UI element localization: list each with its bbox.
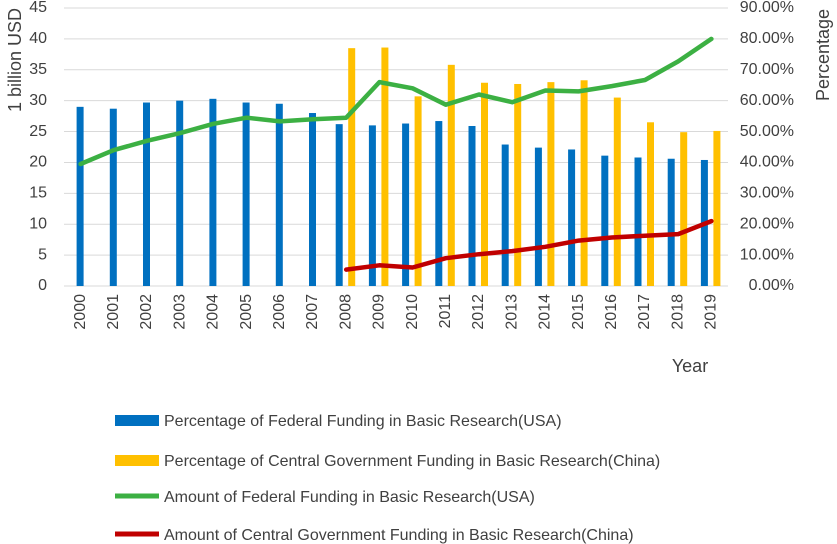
right-tick-label: 30.00%	[740, 185, 794, 202]
bar-china-percentage	[447, 64, 455, 286]
bar-usa-percentage	[435, 121, 443, 286]
bar-usa-percentage	[309, 113, 316, 287]
bar-china-percentage	[414, 96, 422, 286]
x-tick-label: 2018	[669, 294, 686, 330]
left-axis-title: 1 billion USD	[5, 8, 25, 112]
legend-label-china-amount: Amount of Central Government Funding in …	[164, 527, 634, 544]
bar-usa-percentage	[335, 124, 343, 287]
bar-usa-percentage	[368, 125, 376, 286]
left-tick-label: 30	[29, 92, 47, 109]
bar-china-percentage	[680, 132, 688, 286]
bar-china-percentage	[613, 97, 621, 286]
legend-swatch-usa-percentage	[115, 415, 159, 426]
left-tick-label: 20	[29, 154, 47, 171]
bar-china-percentage	[514, 83, 522, 286]
left-tick-label: 0	[38, 277, 47, 294]
right-tick-label: 40.00%	[740, 154, 794, 171]
x-tick-label: 2002	[138, 294, 155, 330]
bar-usa-percentage	[176, 100, 184, 287]
x-tick-label: 2011	[437, 294, 454, 329]
x-tick-label: 2009	[371, 294, 388, 330]
x-tick-label: 2000	[72, 294, 89, 330]
right-tick-label: 70.00%	[740, 61, 794, 78]
x-tick-label: 2012	[470, 294, 487, 330]
legend: Percentage of Federal Funding in Basic R…	[115, 413, 660, 544]
x-tick-label: 2010	[404, 294, 421, 330]
bar-china-percentage	[580, 80, 588, 286]
right-tick-label: 20.00%	[740, 215, 794, 232]
right-tick-label: 80.00%	[740, 30, 794, 47]
right-axis-title: Percentage	[813, 9, 833, 101]
x-tick-label: 2014	[537, 294, 554, 330]
bar-china-percentage	[647, 122, 654, 287]
left-tick-label: 5	[38, 246, 47, 263]
bar-usa-percentage	[275, 103, 283, 286]
legend-label-china-percentage: Percentage of Central Government Funding…	[164, 453, 660, 470]
bar-china-percentage	[547, 82, 555, 286]
x-axis: 2000 2001 2002 2003 2004 2005 2006 2007 2008 2009…	[72, 294, 720, 330]
bar-usa-percentage	[667, 158, 675, 286]
bar-usa-percentage	[242, 102, 250, 287]
left-tick-label: 40	[29, 30, 47, 47]
right-tick-label: 60.00%	[740, 92, 794, 109]
x-tick-label: 2017	[636, 294, 653, 330]
legend-label-usa-amount: Amount of Federal Funding in Basic Resea…	[164, 489, 535, 506]
line-usa-amount	[78, 36, 714, 167]
bar-usa-percentage	[634, 157, 642, 286]
lines	[78, 36, 714, 272]
legend-swatch-china-percentage	[115, 455, 159, 466]
bar-usa-percentage	[601, 155, 609, 286]
x-tick-label: 2015	[570, 294, 587, 330]
left-tick-label: 10	[29, 215, 47, 232]
x-tick-label: 2007	[304, 294, 321, 330]
bar-china-percentage	[348, 48, 356, 287]
left-tick-label: 15	[29, 185, 47, 202]
x-tick-label: 2008	[337, 294, 354, 330]
x-tick-label: 2016	[603, 294, 620, 330]
bar-china-percentage	[481, 82, 488, 286]
bar-china-percentage	[713, 130, 721, 286]
bar-usa-percentage	[209, 98, 217, 287]
left-tick-label: 45	[29, 0, 47, 16]
left-tick-label: 25	[29, 123, 47, 140]
bar-usa-percentage	[402, 123, 410, 286]
bar-usa-percentage	[468, 125, 476, 287]
x-axis-title: Year	[672, 356, 708, 376]
legend-label-usa-percentage: Percentage of Federal Funding in Basic R…	[164, 413, 562, 430]
bar-china-percentage	[381, 47, 389, 286]
left-y-axis: 0 5 10 15 20 25 30 35 40 45	[29, 0, 47, 294]
x-tick-label: 2001	[105, 294, 122, 330]
bar-usa-percentage	[109, 108, 117, 286]
gridlines	[64, 7, 728, 287]
x-tick-label: 2019	[703, 294, 720, 330]
bar-usa-percentage	[143, 102, 150, 287]
right-y-axis: 0.00% 10.00% 20.00% 30.00% 40.00% 50.00% 60.00…	[740, 0, 794, 294]
x-tick-label: 2003	[171, 294, 188, 330]
bar-usa-percentage	[501, 144, 509, 286]
bar-usa-percentage	[76, 106, 84, 286]
bars	[76, 47, 721, 287]
x-tick-label: 2004	[205, 294, 222, 330]
bar-usa-percentage	[568, 149, 576, 286]
x-tick-label: 2005	[238, 294, 255, 330]
right-tick-label: 0.00%	[749, 277, 794, 294]
right-tick-label: 10.00%	[740, 246, 794, 263]
left-tick-label: 35	[29, 61, 47, 78]
right-tick-label: 90.00%	[740, 0, 794, 16]
x-tick-label: 2006	[271, 294, 288, 330]
bar-usa-percentage	[534, 147, 542, 286]
x-tick-label: 2013	[503, 294, 520, 330]
right-tick-label: 50.00%	[740, 123, 794, 140]
line-china-amount	[343, 218, 714, 272]
